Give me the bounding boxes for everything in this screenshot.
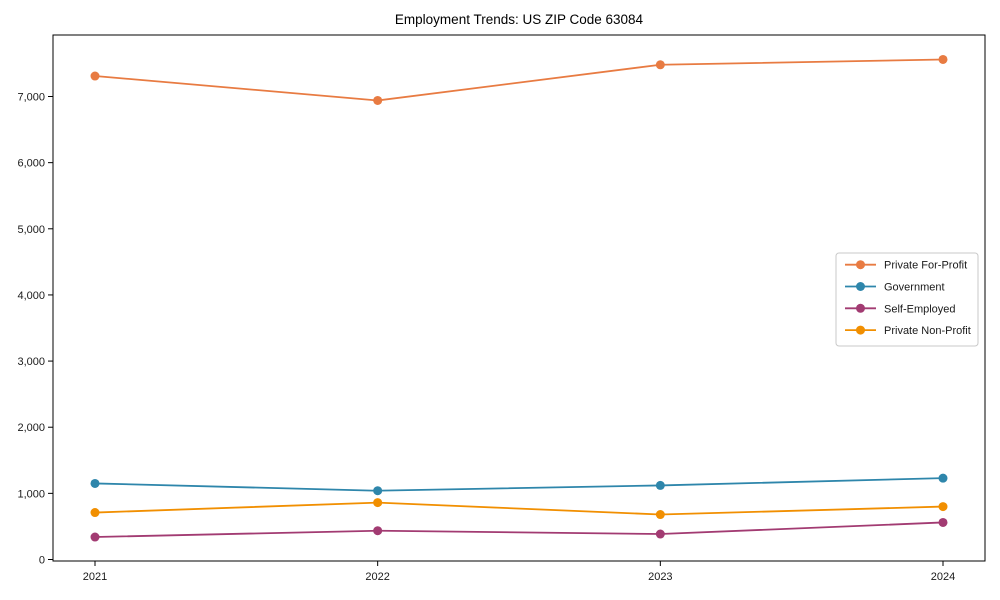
- legend-label-private-non-profit: Private Non-Profit: [884, 325, 971, 337]
- y-tick-label: 5,000: [17, 224, 45, 236]
- x-tick-label: 2023: [648, 571, 672, 583]
- data-point-private-non-profit-2022: [373, 498, 383, 508]
- y-tick-label: 0: [39, 555, 45, 567]
- legend-marker-self-employed: [856, 303, 865, 313]
- data-point-self-employed-2023: [655, 529, 665, 539]
- legend-marker-private-non-profit: [856, 325, 865, 335]
- series-line-government: [94, 477, 944, 492]
- y-tick-label: 6,000: [17, 158, 45, 170]
- y-tick-label: 2,000: [17, 422, 45, 434]
- legend-label-government: Government: [884, 282, 945, 294]
- y-tick-label: 4,000: [17, 290, 45, 302]
- data-point-government-2022: [373, 486, 383, 496]
- plot-frame: [52, 34, 986, 562]
- x-tick-label: 2024: [931, 571, 955, 583]
- series-line-self-employed: [94, 521, 944, 538]
- series-line-private-for-profit: [94, 58, 944, 102]
- legend-label-private-for-profit: Private For-Profit: [884, 260, 967, 272]
- y-tick-label: 1,000: [17, 488, 45, 500]
- data-point-self-employed-2021: [90, 532, 100, 542]
- data-point-private-non-profit-2021: [90, 508, 100, 518]
- chart-title: Employment Trends: US ZIP Code 63084: [395, 12, 644, 27]
- series-line-private-non-profit: [94, 501, 944, 516]
- data-point-government-2023: [655, 480, 665, 490]
- data-point-private-for-profit-2024: [938, 54, 948, 64]
- x-tick-label: 2021: [83, 571, 107, 583]
- data-point-private-for-profit-2023: [655, 60, 665, 70]
- data-point-self-employed-2022: [373, 526, 383, 536]
- data-point-private-non-profit-2024: [938, 502, 948, 512]
- legend-label-self-employed: Self-Employed: [884, 303, 956, 315]
- data-point-government-2021: [90, 478, 100, 488]
- data-point-private-non-profit-2023: [655, 510, 665, 520]
- data-point-private-for-profit-2021: [90, 71, 100, 81]
- data-point-self-employed-2024: [938, 517, 948, 527]
- legend-box: [835, 252, 979, 347]
- y-tick-label: 7,000: [17, 92, 45, 104]
- data-point-private-for-profit-2022: [373, 95, 383, 105]
- y-tick-label: 3,000: [17, 356, 45, 368]
- legend-marker-government: [856, 282, 865, 291]
- data-point-government-2024: [938, 473, 948, 483]
- x-tick-label: 2022: [365, 571, 389, 583]
- legend-marker-private-for-profit: [856, 260, 865, 270]
